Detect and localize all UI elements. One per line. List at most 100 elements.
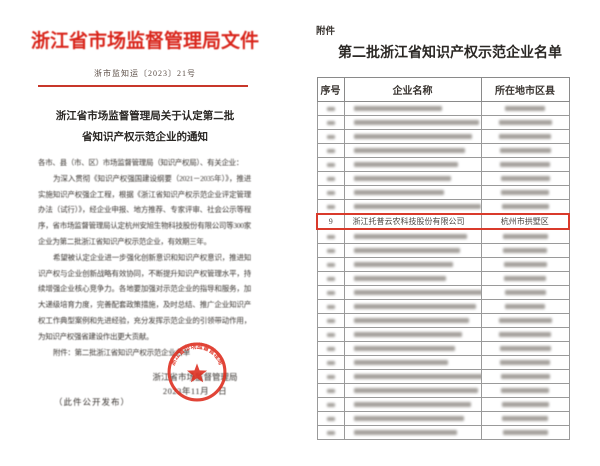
blurred-location (505, 106, 545, 111)
blurred-location (503, 248, 547, 253)
cell-serial-number (316, 257, 345, 272)
cell-location (480, 101, 570, 116)
cell-location (480, 299, 570, 314)
cell-serial-number (316, 271, 345, 286)
table-row (316, 185, 570, 200)
cell-serial-number (316, 199, 345, 215)
notice-title-line2: 省知识产权示范企业的通知 (82, 132, 208, 143)
table-row (316, 355, 570, 370)
cell-enterprise-name (343, 115, 482, 130)
cell-serial-number (316, 341, 345, 356)
table-row (316, 228, 570, 244)
blurred-enterprise-name (353, 120, 479, 125)
cell-enterprise-name (343, 383, 482, 398)
cell-enterprise-name (343, 257, 482, 272)
table-row (316, 143, 570, 158)
blurred-enterprise-name (353, 176, 451, 181)
blurred-location (501, 402, 549, 407)
cell-location (480, 383, 570, 398)
blurred-enterprise-name (353, 190, 444, 195)
blurred-enterprise-name (353, 148, 465, 153)
blurred-enterprise-name (353, 262, 453, 267)
cell-location (480, 129, 570, 144)
blurred-enterprise-name (353, 234, 467, 239)
cell-location (480, 411, 570, 426)
blurred-enterprise-name (353, 360, 448, 365)
cell-enterprise-name (343, 243, 482, 258)
notice-body: 各市、县（市、区）市场监督管理局（知识产权局）、有关企业： 为深入贯彻《知识产权… (38, 155, 251, 360)
blurred-serial-number (326, 148, 335, 153)
blurred-serial-number (326, 360, 335, 365)
blurred-serial-number (326, 332, 335, 337)
header-no: 序号 (316, 77, 345, 102)
blurred-serial-number (326, 318, 335, 323)
cell-location (480, 341, 570, 356)
cell-serial-number (316, 157, 345, 172)
cell-location (480, 157, 570, 172)
blurred-serial-number (326, 346, 335, 351)
notice-title: 浙江省市场监督管理局关于认定第二批 省知识产权示范企业的通知 (20, 106, 270, 148)
body-paragraph-1: 为深入贯彻《知识产权强国建设纲要（2021－2035年）》，推进实施知识产权强企… (38, 173, 251, 246)
blurred-serial-number (326, 204, 335, 209)
blurred-serial-number (326, 290, 335, 295)
cell-serial-number (316, 285, 345, 300)
blurred-enterprise-name (353, 304, 476, 309)
blurred-location (499, 332, 551, 337)
table-row (316, 383, 570, 398)
blurred-enterprise-name (353, 276, 446, 281)
table-row (316, 243, 570, 258)
blurred-location (505, 304, 545, 309)
blurred-location (500, 162, 550, 167)
seal-ring (167, 342, 227, 402)
attachment-reference-line: 附件：第二批浙江省知识产权示范企业名单 (53, 347, 190, 357)
cell-serial-number (316, 411, 345, 426)
cell-location (480, 115, 570, 130)
blurred-location (502, 430, 548, 435)
salutation: 各市、县（市、区）市场监督管理局（知识产权局）、有关企业： (38, 158, 244, 167)
blurred-enterprise-name (353, 248, 460, 253)
blurred-serial-number (326, 176, 335, 181)
blurred-location (500, 360, 550, 365)
cell-enterprise-name (343, 228, 482, 244)
blurred-enterprise-name (353, 374, 480, 379)
table-row (316, 271, 570, 286)
cell-serial-number (316, 171, 345, 186)
cell-serial-number (316, 355, 345, 370)
cell-serial-number (316, 101, 345, 116)
blurred-serial-number (326, 120, 335, 125)
cell-location (480, 185, 570, 200)
cell-serial-number (316, 327, 345, 342)
table-row (316, 115, 570, 130)
cell-location (480, 369, 570, 384)
cell-location (480, 271, 570, 286)
cell-serial-number (316, 369, 345, 384)
attachment-title: 第二批浙江省知识产权示范企业名单 (338, 46, 562, 61)
cell-location (480, 425, 570, 440)
blurred-serial-number (326, 402, 335, 407)
blurred-location (498, 318, 552, 323)
cell-enterprise-name (343, 327, 482, 342)
table-row (316, 285, 570, 300)
header-name: 企业名称 (343, 77, 482, 102)
blurred-location (501, 190, 549, 195)
table-row (316, 199, 570, 215)
blurred-serial-number (326, 374, 335, 379)
cell-enterprise-name (343, 271, 482, 286)
attachment-label: 附件 (316, 27, 336, 37)
table-row (316, 313, 570, 328)
cell-location (480, 243, 570, 258)
cell-serial-number (316, 299, 345, 314)
cell-enterprise-name (343, 157, 482, 172)
cell-enterprise-name (343, 199, 482, 215)
cell-location (480, 171, 570, 186)
blurred-location (502, 416, 548, 421)
cell-serial-number: 9 (316, 213, 345, 230)
blurred-serial-number (326, 262, 335, 267)
cell-serial-number (316, 383, 345, 398)
attachment-page: 附件 第二批浙江省知识产权示范企业名单 序号 企业名称 所在地市区县 9 浙江托普… (300, 0, 600, 466)
red-divider-line (38, 85, 248, 87)
cell-location (480, 143, 570, 158)
cell-serial-number (316, 397, 345, 412)
cell-enterprise-name (343, 129, 482, 144)
